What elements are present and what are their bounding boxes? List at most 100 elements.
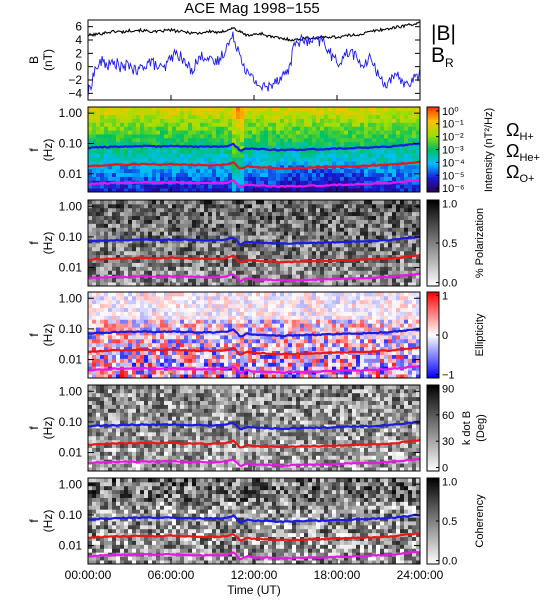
spectrogram-cell	[232, 282, 237, 287]
spectrogram-cell	[300, 141, 305, 147]
spectrogram-cell	[204, 130, 209, 135]
spectrogram-cell	[344, 254, 349, 260]
spectrogram-cell	[192, 188, 197, 193]
spectrogram-cell	[364, 188, 369, 193]
spectrogram-cell	[412, 243, 417, 248]
spectrogram-cell	[340, 180, 345, 185]
spectrogram-cell	[180, 114, 185, 119]
spectrogram-cell	[280, 374, 285, 379]
spectrogram-cell	[196, 149, 201, 154]
spectrogram-cell	[132, 323, 137, 328]
spectrogram-cell	[148, 239, 153, 244]
spectrogram-cell	[212, 149, 217, 154]
spectrogram-cell	[348, 176, 353, 181]
spectrogram-cell	[356, 188, 361, 193]
spectrogram-cell	[120, 250, 125, 256]
spectrogram-cell	[196, 299, 201, 305]
spectrogram-cell	[204, 110, 209, 116]
spectrogram-cell	[144, 110, 149, 116]
spectrogram-cell	[244, 346, 249, 352]
spectrogram-cell	[372, 243, 377, 248]
spectrogram-cell	[288, 362, 293, 367]
colorbar-tick-label: 10⁰	[442, 106, 459, 118]
spectrogram-cell	[180, 188, 185, 193]
spectrogram-cell	[276, 235, 281, 240]
spectrogram-cell	[136, 207, 141, 213]
spectrogram-cell	[400, 153, 405, 158]
spectrogram-cell	[96, 270, 101, 275]
spectrogram-cell	[212, 164, 217, 170]
spectrogram-cell	[128, 342, 133, 348]
legend-he-subscript: He+	[519, 152, 540, 164]
spectrogram-cell	[348, 137, 353, 143]
spectrogram-cell	[392, 164, 397, 170]
spectrogram-cell	[368, 141, 373, 147]
spectrogram-cell	[384, 282, 389, 287]
spectrogram-cell	[268, 126, 273, 131]
spectrogram-cell	[412, 164, 417, 170]
spectrogram-cell	[116, 311, 121, 316]
spectrogram-cell	[100, 358, 105, 363]
spectrogram-cell	[216, 215, 221, 220]
spectrogram-cell	[268, 107, 273, 112]
spectrogram-cell	[400, 278, 405, 283]
spectrogram-cell	[128, 250, 133, 256]
spectrogram-cell	[132, 299, 137, 305]
spectrogram-cell	[232, 338, 237, 344]
spectrogram-cell	[220, 203, 225, 209]
spectrogram-cell	[308, 153, 313, 158]
spectrogram-cell	[272, 118, 277, 123]
spectrogram-cell	[104, 335, 109, 340]
spectrogram-cell	[124, 315, 129, 320]
spectrogram-cell	[188, 295, 193, 301]
spectrogram-cell	[184, 239, 189, 244]
spectrogram-cell	[148, 110, 153, 116]
spectrogram-cell	[212, 107, 217, 112]
spectrogram-cell	[216, 223, 221, 228]
spectrogram-cell	[136, 262, 141, 267]
spectrogram-cell	[260, 172, 265, 177]
spectrogram-cell	[208, 338, 213, 344]
spectrogram-cell	[292, 319, 297, 324]
spectrogram-cell	[88, 168, 93, 174]
spectrogram-cell	[260, 346, 265, 352]
spectrogram-cell	[280, 335, 285, 340]
spectrogram-cell	[364, 172, 369, 177]
spectrogram-cell	[412, 157, 417, 162]
spectrogram-cell	[128, 258, 133, 263]
spectrogram-cell	[256, 358, 261, 363]
spectrogram-cell	[196, 231, 201, 236]
spectrogram-cell	[220, 362, 225, 367]
spectrogram-cell	[156, 323, 161, 328]
spectrogram-cell	[188, 184, 193, 189]
spectrogram-cell	[248, 327, 253, 332]
spectrogram-cell	[140, 323, 145, 328]
spectrogram-cell	[232, 203, 237, 209]
spectrogram-cell	[104, 311, 109, 316]
spectrogram-cell	[164, 203, 169, 209]
spectrogram-cell	[216, 278, 221, 283]
spectrogram-cell	[144, 354, 149, 359]
spectrogram-cell	[332, 250, 337, 256]
spectrogram-cell	[92, 211, 97, 217]
spectrogram-cell	[216, 295, 221, 301]
spectrogram-cell	[384, 168, 389, 174]
spectrogram-cell	[336, 282, 341, 287]
spectrogram-cell	[324, 134, 329, 139]
spectrogram-cell	[296, 141, 301, 147]
spectrogram-cell	[352, 141, 357, 147]
spectrogram-cell	[100, 114, 105, 119]
spectrogram-cell	[332, 188, 337, 193]
spectrogram-cell	[252, 254, 257, 260]
y-tick-label: 0.01	[59, 261, 83, 275]
spectrogram-cell	[216, 203, 221, 209]
spectrogram-cell	[124, 342, 129, 348]
spectrogram-cell	[268, 362, 273, 367]
spectrogram-cell	[208, 231, 213, 236]
spectrogram-cell	[144, 130, 149, 135]
spectrogram-cell	[184, 137, 189, 143]
spectrogram-cell	[164, 161, 169, 166]
spectrogram-cell	[124, 319, 129, 324]
spectrogram-cell	[220, 172, 225, 177]
